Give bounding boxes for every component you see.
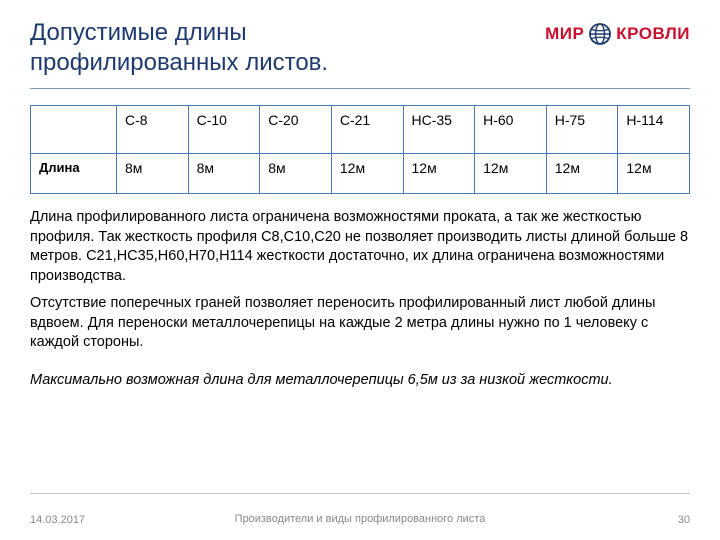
footer-date: 14.03.2017 — [30, 514, 85, 526]
brand-logo: МИР КРОВЛИ — [545, 18, 690, 46]
table-cell: 12м — [618, 154, 690, 194]
column-header: Н-114 — [618, 106, 690, 154]
title-underline — [30, 88, 690, 89]
table-cell: 12м — [475, 154, 547, 194]
table-cell: 12м — [546, 154, 618, 194]
body-text: Длина профилированного листа ограничена … — [0, 208, 720, 391]
paragraph: Отсутствие поперечных граней позволяет п… — [30, 294, 690, 353]
column-header: Н-60 — [475, 106, 547, 154]
italic-note: Максимально возможная длина для металлоч… — [30, 371, 690, 391]
table-cell: 12м — [403, 154, 475, 194]
lengths-table: С-8 С-10 С-20 С-21 НС-35 Н-60 Н-75 Н-114… — [30, 105, 690, 194]
logo-text-right: КРОВЛИ — [616, 24, 690, 44]
logo-text-left: МИР — [545, 24, 584, 44]
paragraph: Длина профилированного листа ограничена … — [30, 208, 690, 286]
table-value-row: Длина 8м 8м 8м 12м 12м 12м 12м 12м — [31, 154, 690, 194]
column-header: С-10 — [188, 106, 260, 154]
footer-caption: Производители и виды профилированного ли… — [0, 513, 720, 526]
table-cell: 8м — [260, 154, 332, 194]
slide-title: Допустимые длины профилированных листов. — [30, 18, 430, 78]
footer-page: 30 — [678, 514, 690, 526]
column-header: С-8 — [117, 106, 189, 154]
table-cell: 8м — [188, 154, 260, 194]
column-header: НС-35 — [403, 106, 475, 154]
column-header: С-20 — [260, 106, 332, 154]
row-label: Длина — [31, 154, 117, 194]
table-corner-cell — [31, 106, 117, 154]
column-header: С-21 — [331, 106, 403, 154]
table-cell: 12м — [331, 154, 403, 194]
table-cell: 8м — [117, 154, 189, 194]
globe-icon — [588, 22, 612, 46]
footer: 14.03.2017 Производители и виды профилир… — [0, 514, 720, 526]
column-header: Н-75 — [546, 106, 618, 154]
table-header-row: С-8 С-10 С-20 С-21 НС-35 Н-60 Н-75 Н-114 — [31, 106, 690, 154]
footer-rule — [30, 493, 690, 494]
